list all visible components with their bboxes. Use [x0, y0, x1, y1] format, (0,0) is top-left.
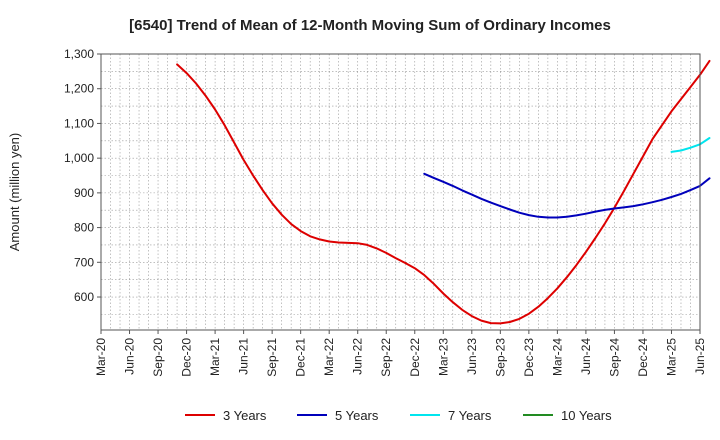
series-line-7-years	[670, 137, 711, 153]
y-tick-label: 1,100	[64, 116, 94, 130]
legend-label: 10 Years	[561, 408, 612, 423]
y-tick-label: 800	[74, 221, 94, 235]
x-tick-label: Sep-21	[265, 338, 279, 377]
x-tick-label: Jun-22	[351, 338, 365, 375]
x-tick-label: Sep-20	[151, 338, 165, 377]
x-tick-label: Mar-21	[208, 338, 222, 376]
grid-lines	[101, 54, 700, 330]
y-tick-label: 700	[74, 255, 94, 269]
series-line-5-years	[423, 172, 711, 219]
y-tick-label: 1,200	[64, 82, 94, 96]
x-tick-label: Sep-24	[607, 338, 621, 377]
legend-label: 7 Years	[448, 408, 492, 423]
x-tick-label: Dec-23	[522, 338, 536, 377]
y-axis-title: Amount (million yen)	[7, 133, 22, 252]
x-tick-label: Mar-24	[550, 338, 564, 376]
x-tick-label: Jun-20	[123, 338, 137, 375]
x-tick-label: Dec-20	[180, 338, 194, 377]
x-tick-label: Mar-23	[436, 338, 450, 376]
chart-title: [6540] Trend of Mean of 12-Month Moving …	[129, 17, 611, 34]
x-tick-label: Jun-21	[237, 338, 251, 375]
legend-label: 5 Years	[335, 408, 379, 423]
x-tick-label: Jun-23	[465, 338, 479, 375]
x-tick-label: Sep-22	[379, 338, 393, 377]
x-tick-label: Dec-24	[636, 338, 650, 377]
x-tick-label: Dec-22	[408, 338, 422, 377]
y-axis-ticks: 600 700 800 900 1,000 1,100 1,200 1,300	[64, 47, 101, 304]
y-tick-label: 600	[74, 290, 94, 304]
y-tick-label: 1,300	[64, 47, 94, 61]
legend: 3 Years 5 Years 7 Years 10 Years	[185, 408, 612, 423]
x-tick-label: Mar-22	[322, 338, 336, 376]
plot-frame	[100, 53, 701, 331]
x-tick-label: Sep-23	[493, 338, 507, 377]
x-tick-label: Jun-25	[693, 338, 707, 375]
x-tick-label: Dec-21	[294, 338, 308, 377]
series-line-3-years	[176, 59, 711, 325]
x-tick-label: Jun-24	[579, 338, 593, 375]
x-tick-label: Mar-20	[94, 338, 108, 376]
y-tick-label: 900	[74, 186, 94, 200]
series-lines	[176, 59, 711, 325]
x-tick-label: Mar-25	[664, 338, 678, 376]
y-tick-label: 1,000	[64, 151, 94, 165]
legend-label: 3 Years	[223, 408, 267, 423]
x-axis-ticks: Mar-20 Jun-20 Sep-20 Dec-20 Mar-21 Jun-21 Sep-…	[94, 330, 707, 377]
